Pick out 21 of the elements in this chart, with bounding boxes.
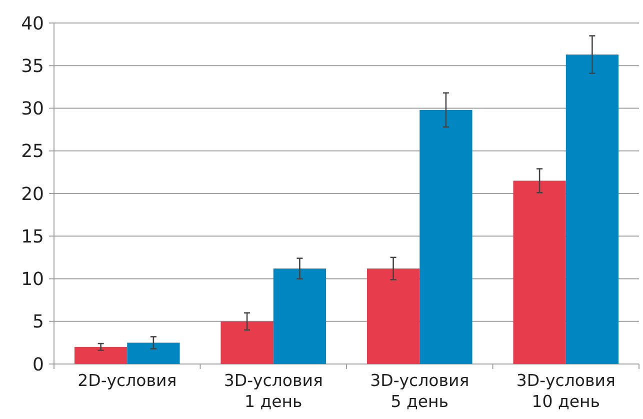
- bar: [566, 54, 619, 364]
- bar: [273, 268, 326, 364]
- bar: [366, 268, 420, 364]
- y-tick-label: 30: [21, 98, 44, 120]
- x-tick-label: 3D-условия 5 день: [370, 371, 470, 411]
- y-tick-label: 40: [21, 13, 44, 34]
- bar: [513, 180, 566, 364]
- x-tick-label: 3D-условия 1 день: [224, 371, 323, 411]
- bar: [420, 110, 472, 364]
- bar: [220, 321, 274, 364]
- y-tick-label: 10: [21, 269, 44, 290]
- y-tick-label: 0: [32, 354, 44, 376]
- x-tick-label: 3D-условия 10 день: [516, 371, 616, 411]
- y-tick-label: 20: [21, 184, 44, 205]
- bar: [74, 346, 128, 364]
- bar: [127, 342, 180, 364]
- y-tick-label: 5: [32, 312, 44, 333]
- y-tick-label: 35: [21, 56, 44, 77]
- y-tick-label: 15: [21, 226, 44, 248]
- y-tick-label: 25: [21, 141, 44, 162]
- x-tick-label: 2D-условия: [78, 371, 177, 390]
